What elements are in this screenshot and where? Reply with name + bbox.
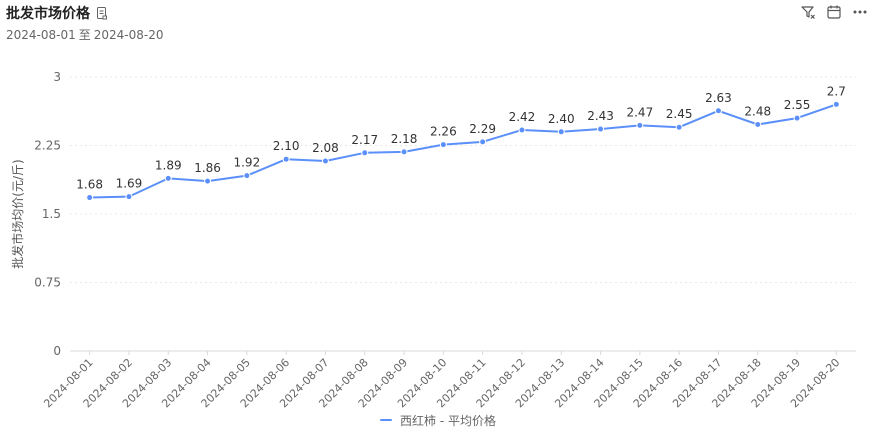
data-point [164,174,172,182]
data-point [86,194,94,202]
legend-label: 西红柿 - 平均价格 [400,413,496,428]
date-start: 2024-08-01 [6,28,76,42]
data-point [636,121,644,129]
data-point [439,141,447,149]
calendar-icon[interactable] [826,4,842,20]
data-point [518,126,526,134]
data-point [597,125,605,133]
data-label: 2.17 [351,133,378,147]
data-point [793,114,801,122]
data-label: 2.7 [827,84,846,98]
data-point [361,149,369,157]
data-point [714,107,722,115]
data-point [675,123,683,131]
series-line [89,103,837,199]
data-point [479,138,487,146]
data-label: 2.29 [469,122,496,136]
chart-legend[interactable]: 西红柿 - 平均价格 [0,412,876,428]
data-label: 1.86 [194,161,221,175]
toolbar [800,4,868,20]
data-label: 1.92 [233,156,260,170]
y-tick-label: 2.25 [34,139,61,153]
data-label: 2.63 [705,91,732,105]
y-axis-title: 批发市场均价(元/斤) [10,159,25,268]
data-label: 2.40 [548,112,575,126]
data-point [400,148,408,156]
legend-swatch [380,419,393,421]
data-label: 2.48 [744,104,771,118]
data-label: 2.26 [430,125,457,139]
data-label: 2.45 [666,107,693,121]
data-label: 2.43 [587,109,614,123]
data-label: 2.08 [312,141,339,155]
data-point [557,128,565,136]
data-point [243,172,251,180]
data-label: 1.68 [76,178,103,192]
data-label: 2.42 [509,110,536,124]
data-point [204,177,212,185]
data-label: 2.55 [784,98,811,112]
data-point [754,120,762,128]
date-end: 2024-08-20 [93,28,164,42]
chart-header: 批发市场价格 2024-08-01 至 2024-08-20 [6,4,868,44]
document-icon[interactable] [95,6,109,20]
date-range: 2024-08-01 至 2024-08-20 [6,26,868,43]
y-tick-label: 3 [53,70,61,84]
data-label: 2.47 [626,105,653,119]
y-tick-label: 1.5 [42,207,61,221]
chart-title: 批发市场价格 [6,6,90,22]
data-point [282,155,290,163]
date-separator: 至 [78,28,91,42]
filter-icon[interactable] [800,4,816,20]
y-tick-label: 0.75 [34,276,61,290]
data-label: 2.18 [391,132,418,146]
y-tick-label: 0 [53,344,61,358]
data-point [832,100,840,108]
data-label: 1.69 [116,177,143,191]
data-point [125,193,133,201]
data-point [321,157,329,165]
data-label: 1.89 [155,158,182,172]
more-icon[interactable] [852,4,868,20]
data-label: 2.10 [273,139,300,153]
